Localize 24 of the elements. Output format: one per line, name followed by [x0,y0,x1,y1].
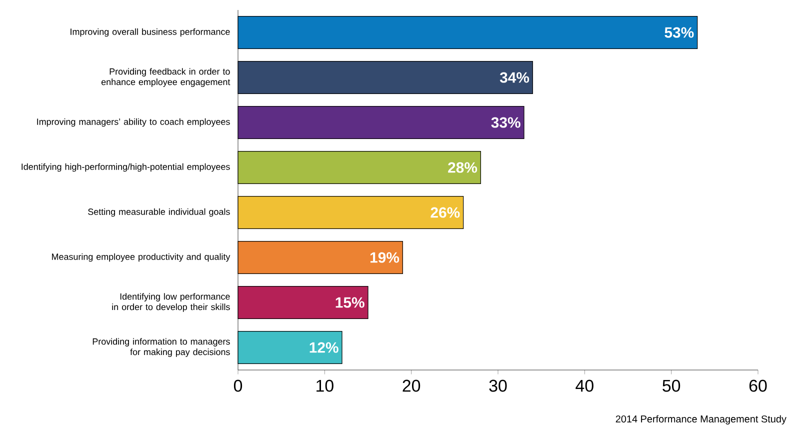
y-tick-label: Identifying high-performing/high-potential employees [22,163,230,172]
y-tick-label: Identifying low performance in order to develop their skills [112,293,230,312]
data-label: 28% [448,162,478,173]
y-tick-label: Providing information to managers for making pay decisions [92,338,230,357]
x-tick-label: 0 [234,380,242,392]
data-label: 19% [370,252,400,263]
y-tick-label: Setting measurable individual goals [88,208,230,217]
x-tick-label: 40 [576,380,594,392]
y-tick-label: Measuring employee productivity and quality [52,253,230,262]
y-tick-label: Providing feedback in order to enhance employee engagement [101,68,230,87]
data-label: 15% [336,297,364,308]
y-tick-label: Improving managers’ ability to coach employees [37,118,230,127]
data-label: 12% [310,342,338,353]
y-tick-label: Improving overall business performance [70,28,230,37]
x-tick-label: 10 [316,380,334,392]
x-tick-label: 30 [489,380,507,392]
data-label: 34% [500,72,530,83]
data-label: 53% [664,27,694,38]
text: 2014 Performance Management Study [616,415,786,424]
data-label: 33% [491,117,520,128]
x-tick-label: 50 [662,380,680,392]
x-tick-label: 20 [402,380,420,392]
x-tick-label: 60 [749,380,767,392]
data-label: 26% [430,207,460,218]
